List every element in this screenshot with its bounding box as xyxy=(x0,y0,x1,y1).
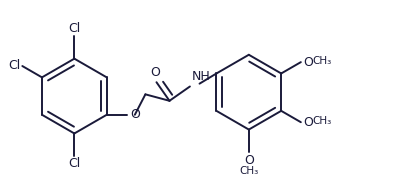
Text: Cl: Cl xyxy=(68,22,80,36)
Text: O: O xyxy=(131,108,140,121)
Text: O: O xyxy=(303,56,313,69)
Text: O: O xyxy=(150,66,160,79)
Text: O: O xyxy=(244,155,254,168)
Text: Cl: Cl xyxy=(68,157,80,170)
Text: Cl: Cl xyxy=(8,59,20,72)
Text: CH₃: CH₃ xyxy=(239,166,258,176)
Text: CH₃: CH₃ xyxy=(312,56,332,66)
Text: CH₃: CH₃ xyxy=(312,116,332,126)
Text: O: O xyxy=(303,116,313,129)
Text: NH: NH xyxy=(192,70,211,83)
